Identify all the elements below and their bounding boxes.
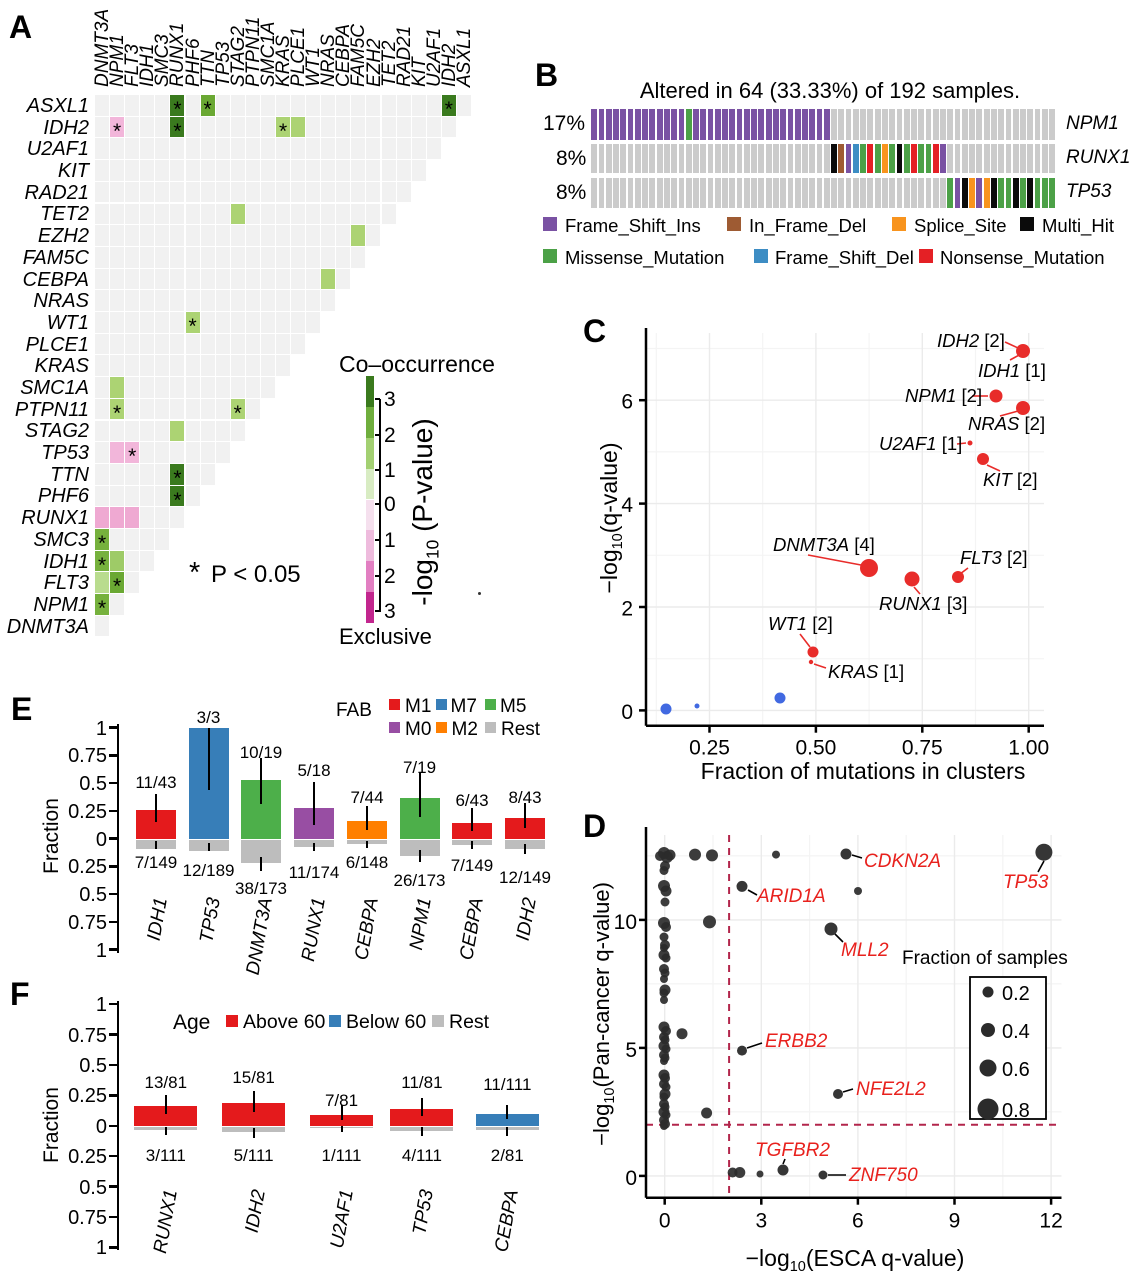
svg-text:9: 9 <box>949 1210 961 1233</box>
svg-text:DNMT3A [4]: DNMT3A [4] <box>773 534 875 555</box>
svg-text:−log10(ESCA q-value): −log10(ESCA q-value) <box>746 1245 965 1275</box>
svg-text:0.6: 0.6 <box>1002 1059 1030 1081</box>
svg-text:12: 12 <box>1039 1210 1062 1233</box>
svg-text:4: 4 <box>621 494 633 517</box>
svg-text:TGFBR2: TGFBR2 <box>755 1140 830 1161</box>
svg-text:ARID1A: ARID1A <box>756 886 826 907</box>
svg-text:6: 6 <box>852 1210 864 1233</box>
svg-text:U2AF1 [1]: U2AF1 [1] <box>879 433 962 454</box>
svg-text:6: 6 <box>621 391 633 414</box>
svg-text:CDKN2A: CDKN2A <box>864 851 941 872</box>
svg-text:MLL2: MLL2 <box>841 940 889 961</box>
svg-text:Fraction of samples: Fraction of samples <box>902 948 1068 969</box>
svg-text:0: 0 <box>625 1167 637 1190</box>
svg-text:KIT [2]: KIT [2] <box>983 469 1038 490</box>
svg-text:RUNX1 [3]: RUNX1 [3] <box>879 593 967 614</box>
svg-text:NFE2L2: NFE2L2 <box>856 1079 926 1100</box>
svg-text:0.25: 0.25 <box>689 737 730 760</box>
svg-text:IDH2 [2]: IDH2 [2] <box>937 330 1005 351</box>
svg-text:0: 0 <box>659 1210 671 1233</box>
svg-text:0: 0 <box>621 701 633 724</box>
svg-text:−log10(q-value): −log10(q-value) <box>596 442 626 593</box>
svg-text:NRAS [2]: NRAS [2] <box>968 413 1045 434</box>
svg-text:3: 3 <box>755 1210 767 1233</box>
svg-text:10: 10 <box>614 911 637 934</box>
svg-text:KRAS [1]: KRAS [1] <box>828 661 904 682</box>
svg-text:−log10(Pan-cancer q-value): −log10(Pan-cancer q-value) <box>589 882 618 1146</box>
svg-text:Fraction of mutations in clust: Fraction of mutations in clusters <box>701 758 1026 784</box>
svg-text:FLT3 [2]: FLT3 [2] <box>960 547 1028 568</box>
svg-text:TP53: TP53 <box>1003 872 1049 893</box>
svg-text:0.2: 0.2 <box>1002 983 1030 1005</box>
svg-text:0.75: 0.75 <box>902 737 943 760</box>
svg-text:IDH1 [1]: IDH1 [1] <box>978 360 1046 381</box>
svg-text:ERBB2: ERBB2 <box>765 1031 828 1052</box>
svg-text:NPM1 [2]: NPM1 [2] <box>905 385 982 406</box>
svg-text:1.00: 1.00 <box>1008 737 1049 760</box>
svg-text:WT1 [2]: WT1 [2] <box>768 613 833 634</box>
svg-text:5: 5 <box>625 1039 637 1062</box>
svg-text:0.8: 0.8 <box>1002 1100 1030 1122</box>
svg-text:2: 2 <box>621 598 633 621</box>
svg-text:ZNF750: ZNF750 <box>848 1165 918 1186</box>
svg-text:0.4: 0.4 <box>1002 1021 1030 1043</box>
svg-text:0.50: 0.50 <box>795 737 836 760</box>
